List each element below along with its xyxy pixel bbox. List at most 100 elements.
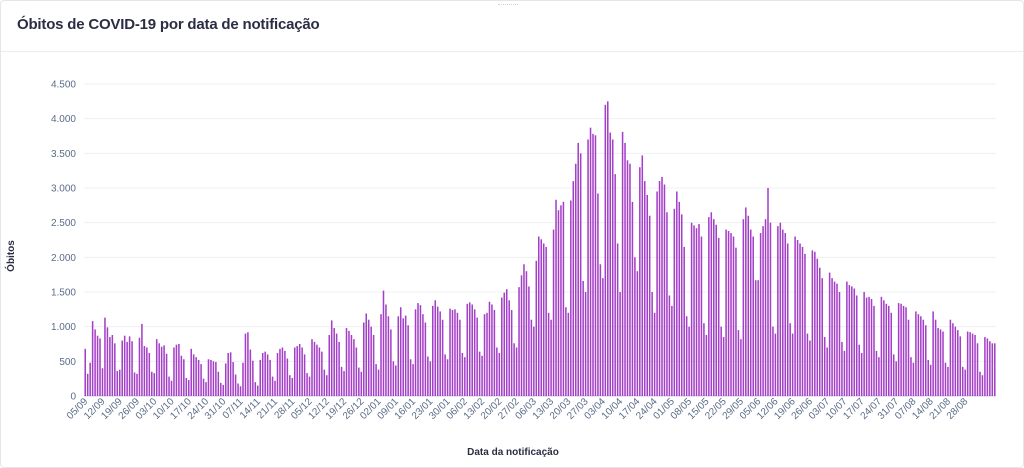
bar[interactable] bbox=[247, 332, 249, 396]
bar[interactable] bbox=[639, 167, 641, 396]
bar[interactable] bbox=[446, 359, 449, 396]
bar[interactable] bbox=[281, 347, 284, 396]
bar[interactable] bbox=[414, 309, 417, 396]
bar[interactable] bbox=[486, 312, 488, 396]
bar[interactable] bbox=[407, 325, 409, 396]
bar[interactable] bbox=[175, 344, 178, 396]
bar[interactable] bbox=[412, 364, 414, 396]
bar[interactable] bbox=[444, 354, 446, 396]
bar[interactable] bbox=[848, 285, 851, 396]
bar[interactable] bbox=[653, 312, 656, 396]
bar[interactable] bbox=[321, 351, 323, 396]
bar[interactable] bbox=[634, 257, 636, 396]
bar[interactable] bbox=[784, 233, 787, 396]
bar[interactable] bbox=[326, 375, 328, 396]
bar[interactable] bbox=[434, 300, 437, 396]
bar[interactable] bbox=[777, 226, 779, 396]
bar[interactable] bbox=[981, 375, 984, 396]
bar[interactable] bbox=[244, 333, 247, 396]
bar[interactable] bbox=[690, 222, 693, 396]
bar[interactable] bbox=[631, 201, 634, 396]
bar[interactable] bbox=[811, 250, 814, 396]
bar[interactable] bbox=[971, 333, 974, 396]
bar[interactable] bbox=[101, 368, 104, 396]
bar[interactable] bbox=[823, 337, 826, 396]
bar[interactable] bbox=[114, 343, 116, 396]
bar[interactable] bbox=[158, 343, 160, 396]
bar[interactable] bbox=[466, 303, 469, 396]
bar[interactable] bbox=[934, 319, 937, 396]
bar[interactable] bbox=[939, 329, 942, 396]
bar[interactable] bbox=[515, 347, 518, 396]
bar[interactable] bbox=[473, 309, 476, 396]
bar[interactable] bbox=[520, 275, 523, 396]
bar[interactable] bbox=[843, 350, 846, 396]
bar[interactable] bbox=[395, 365, 397, 396]
bar[interactable] bbox=[461, 353, 464, 396]
bar[interactable] bbox=[685, 316, 688, 396]
bar[interactable] bbox=[619, 292, 621, 396]
bar[interactable] bbox=[577, 142, 579, 396]
bar[interactable] bbox=[865, 297, 868, 396]
bar[interactable] bbox=[493, 310, 496, 396]
bar[interactable] bbox=[695, 228, 698, 396]
bar[interactable] bbox=[604, 104, 607, 397]
bar[interactable] bbox=[789, 323, 791, 396]
bar[interactable] bbox=[525, 271, 528, 396]
bar[interactable] bbox=[885, 303, 888, 396]
bar[interactable] bbox=[710, 212, 713, 396]
bar[interactable] bbox=[118, 369, 121, 396]
drag-handle-icon[interactable] bbox=[498, 4, 518, 7]
bar[interactable] bbox=[417, 303, 419, 396]
bar[interactable] bbox=[439, 311, 441, 396]
bar[interactable] bbox=[658, 181, 661, 396]
bar[interactable] bbox=[907, 319, 910, 396]
bar[interactable] bbox=[732, 236, 735, 396]
bar[interactable] bbox=[705, 334, 708, 396]
bar[interactable] bbox=[345, 328, 348, 396]
bar[interactable] bbox=[648, 215, 651, 396]
bar[interactable] bbox=[853, 288, 856, 396]
bar[interactable] bbox=[476, 317, 478, 396]
bar[interactable] bbox=[375, 364, 377, 396]
bar[interactable] bbox=[895, 361, 897, 396]
bar[interactable] bbox=[574, 163, 577, 396]
bar[interactable] bbox=[338, 341, 340, 396]
bar[interactable] bbox=[518, 287, 520, 396]
bar[interactable] bbox=[397, 316, 400, 396]
bar[interactable] bbox=[303, 354, 306, 396]
bar[interactable] bbox=[138, 337, 141, 396]
bar[interactable] bbox=[279, 348, 281, 396]
bar[interactable] bbox=[224, 363, 227, 396]
bar[interactable] bbox=[567, 312, 570, 396]
bar[interactable] bbox=[858, 344, 860, 396]
bar[interactable] bbox=[626, 160, 629, 396]
bar[interactable] bbox=[698, 224, 700, 396]
bar[interactable] bbox=[799, 243, 801, 396]
bar[interactable] bbox=[237, 383, 239, 396]
bar[interactable] bbox=[284, 350, 286, 396]
bar[interactable] bbox=[942, 331, 944, 396]
bar[interactable] bbox=[316, 344, 318, 396]
bar[interactable] bbox=[888, 305, 890, 396]
bar[interactable] bbox=[210, 359, 212, 396]
bar[interactable] bbox=[759, 233, 762, 396]
bar[interactable] bbox=[782, 229, 784, 396]
bar[interactable] bbox=[259, 359, 261, 396]
bar[interactable] bbox=[432, 305, 434, 396]
bar[interactable] bbox=[365, 313, 367, 396]
bar[interactable] bbox=[266, 354, 269, 396]
bar[interactable] bbox=[195, 357, 197, 396]
bar[interactable] bbox=[311, 339, 313, 396]
bar[interactable] bbox=[836, 283, 838, 396]
bar[interactable] bbox=[86, 373, 89, 396]
bar[interactable] bbox=[688, 326, 690, 396]
bar[interactable] bbox=[717, 237, 720, 396]
bar[interactable] bbox=[597, 193, 599, 396]
bar[interactable] bbox=[353, 339, 355, 396]
bar[interactable] bbox=[791, 333, 794, 396]
bar[interactable] bbox=[185, 377, 188, 396]
bar[interactable] bbox=[133, 372, 136, 396]
bar[interactable] bbox=[468, 302, 471, 396]
bar[interactable] bbox=[163, 345, 165, 396]
